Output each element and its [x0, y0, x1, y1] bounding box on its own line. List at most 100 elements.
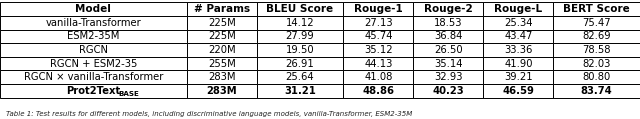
Text: Rouge-2: Rouge-2	[424, 4, 473, 14]
Text: 78.58: 78.58	[582, 45, 611, 55]
Text: Rouge-1: Rouge-1	[354, 4, 403, 14]
Bar	[187, 16, 257, 30]
Bar	[554, 16, 640, 30]
Bar	[413, 84, 483, 98]
Bar	[343, 84, 413, 98]
Text: 220M: 220M	[208, 45, 236, 55]
Text: 25.34: 25.34	[504, 18, 532, 28]
Text: ESM2-35M: ESM2-35M	[67, 31, 120, 41]
Bar	[413, 30, 483, 43]
Text: BASE: BASE	[118, 91, 139, 97]
Bar	[483, 2, 554, 16]
Text: 25.64: 25.64	[285, 72, 314, 82]
Bar	[554, 70, 640, 84]
Bar	[554, 84, 640, 98]
Text: 31.21: 31.21	[284, 86, 316, 96]
Bar	[257, 57, 343, 70]
Text: 41.90: 41.90	[504, 59, 532, 69]
Bar	[187, 70, 257, 84]
Bar	[0, 57, 187, 70]
Bar	[0, 43, 187, 57]
Bar	[187, 57, 257, 70]
Bar	[0, 84, 187, 98]
Bar	[413, 16, 483, 30]
Text: 40.23: 40.23	[433, 86, 464, 96]
Bar	[187, 2, 257, 16]
Bar	[187, 84, 257, 98]
Text: 255M: 255M	[208, 59, 236, 69]
Bar	[483, 57, 554, 70]
Bar	[483, 16, 554, 30]
Text: 44.13: 44.13	[364, 59, 392, 69]
Bar	[257, 84, 343, 98]
Text: 43.47: 43.47	[504, 31, 532, 41]
Bar	[343, 30, 413, 43]
Text: 82.03: 82.03	[582, 59, 611, 69]
Text: 225M: 225M	[208, 18, 236, 28]
Bar	[343, 2, 413, 16]
Bar	[554, 57, 640, 70]
Bar	[413, 2, 483, 16]
Bar	[483, 30, 554, 43]
Text: 19.50: 19.50	[285, 45, 314, 55]
Text: 27.13: 27.13	[364, 18, 393, 28]
Bar	[187, 43, 257, 57]
Text: 83.74: 83.74	[580, 86, 612, 96]
Bar	[0, 30, 187, 43]
Bar	[257, 30, 343, 43]
Bar	[0, 70, 187, 84]
Text: Rouge-L: Rouge-L	[494, 4, 542, 14]
Bar	[413, 43, 483, 57]
Bar	[257, 2, 343, 16]
Text: 41.08: 41.08	[364, 72, 392, 82]
Bar	[257, 43, 343, 57]
Bar	[413, 70, 483, 84]
Bar	[187, 30, 257, 43]
Bar	[257, 16, 343, 30]
Bar	[343, 43, 413, 57]
Text: 14.12: 14.12	[285, 18, 314, 28]
Text: 80.80: 80.80	[582, 72, 611, 82]
Bar	[413, 57, 483, 70]
Text: 283M: 283M	[208, 72, 236, 82]
Text: 46.59: 46.59	[502, 86, 534, 96]
Text: RGCN: RGCN	[79, 45, 108, 55]
Text: 18.53: 18.53	[434, 18, 463, 28]
Bar	[554, 30, 640, 43]
Text: 35.14: 35.14	[434, 59, 463, 69]
Bar	[483, 84, 554, 98]
Text: 26.91: 26.91	[285, 59, 314, 69]
Text: 225M: 225M	[208, 31, 236, 41]
Text: # Params: # Params	[194, 4, 250, 14]
Text: 35.12: 35.12	[364, 45, 393, 55]
Text: 33.36: 33.36	[504, 45, 532, 55]
Text: 48.86: 48.86	[362, 86, 394, 96]
Bar	[257, 70, 343, 84]
Bar	[343, 16, 413, 30]
Text: vanilla-Transformer: vanilla-Transformer	[45, 18, 141, 28]
Bar	[483, 43, 554, 57]
Text: Table 1: Test results for different models, including discriminative language mo: Table 1: Test results for different mode…	[6, 111, 413, 117]
Text: RGCN × vanilla-Transformer: RGCN × vanilla-Transformer	[24, 72, 163, 82]
Text: RGCN + ESM2-35: RGCN + ESM2-35	[50, 59, 137, 69]
Text: 283M: 283M	[206, 86, 237, 96]
Text: BLEU Score: BLEU Score	[266, 4, 333, 14]
Text: 36.84: 36.84	[434, 31, 463, 41]
Text: 82.69: 82.69	[582, 31, 611, 41]
Text: BERT Score: BERT Score	[563, 4, 630, 14]
Text: 39.21: 39.21	[504, 72, 532, 82]
Bar	[554, 43, 640, 57]
Bar	[554, 2, 640, 16]
Text: Model: Model	[76, 4, 111, 14]
Text: 26.50: 26.50	[434, 45, 463, 55]
Bar	[343, 57, 413, 70]
Text: 45.74: 45.74	[364, 31, 392, 41]
Text: 75.47: 75.47	[582, 18, 611, 28]
Bar	[343, 70, 413, 84]
Text: Prot2Text: Prot2Text	[66, 86, 120, 96]
Bar	[483, 70, 554, 84]
Text: 27.99: 27.99	[285, 31, 314, 41]
Text: 32.93: 32.93	[434, 72, 463, 82]
Bar	[0, 2, 187, 16]
Bar	[0, 16, 187, 30]
